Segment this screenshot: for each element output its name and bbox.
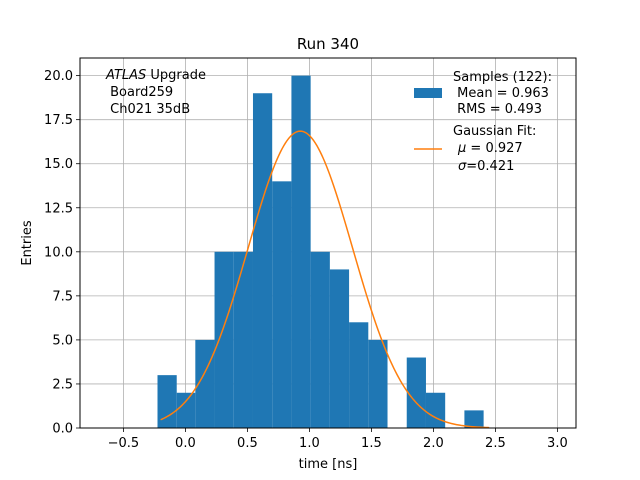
legend-samples-title: Samples (122): [453, 70, 552, 85]
histogram-bar [272, 181, 292, 428]
y-tick-label: 7.5 [52, 289, 73, 304]
legend-samples-swatch [414, 88, 442, 98]
x-tick-label: 0.0 [175, 436, 196, 451]
mu-value: = 0.927 [466, 141, 522, 156]
x-tick-label: −0.5 [108, 436, 140, 451]
y-axis-ticks: 0.0 2.5 5.0 7.5 10.0 12.5 15.0 17.5 20.0 [44, 69, 80, 437]
legend-samples-mean: Mean = 0.963 [453, 86, 549, 101]
legend-fit-title: Gaussian Fit: [453, 124, 536, 139]
histogram-bar [425, 392, 446, 428]
y-tick-label: 15.0 [44, 157, 73, 172]
y-tick-label: 17.5 [44, 113, 73, 128]
atlas-label: ATLAS [105, 68, 146, 83]
x-axis-label: time [ns] [299, 457, 358, 472]
y-axis-label: Entries [20, 220, 35, 266]
histogram-bar [214, 251, 234, 428]
histogram-bars [157, 75, 484, 428]
upgrade-label: Upgrade [146, 68, 206, 83]
x-tick-label: 1.5 [361, 436, 382, 451]
x-tick-label: 2.5 [485, 436, 506, 451]
legend-fit-mu: μ = 0.927 [457, 141, 523, 156]
chart-title: Run 340 [297, 35, 359, 53]
mu-symbol: μ [457, 141, 466, 156]
histogram-bar [233, 251, 253, 428]
y-tick-label: 5.0 [52, 333, 73, 348]
histogram-bar [406, 357, 426, 428]
legend: Samples (122): Mean = 0.963 RMS = 0.493 … [414, 70, 552, 174]
histogram-bar [464, 410, 484, 428]
x-tick-label: 3.0 [547, 436, 568, 451]
histogram-bar [329, 269, 350, 428]
x-tick-label: 0.5 [237, 436, 258, 451]
histogram-bar [176, 392, 196, 428]
histogram-bar [157, 375, 177, 428]
legend-fit-sigma: σ=0.421 [458, 159, 514, 174]
histogram-bar [252, 93, 273, 428]
annotation-line-3: Ch021 35dB [106, 102, 190, 117]
y-tick-label: 20.0 [44, 69, 73, 84]
plot-frame [79, 57, 577, 429]
legend-samples-rms: RMS = 0.493 [453, 102, 542, 117]
annotation-line-2: Board259 [106, 85, 173, 100]
y-tick-label: 2.5 [52, 377, 73, 392]
x-axis-ticks: −0.5 0.0 0.5 1.0 1.5 2.0 2.5 3.0 [108, 428, 568, 451]
x-tick-label: 1.0 [299, 436, 320, 451]
gaussian-fit-curve [160, 130, 490, 429]
sigma-symbol: σ [458, 159, 467, 174]
histogram-bar [368, 339, 388, 428]
atlas-annotation: ATLAS Upgrade Board259 Ch021 35dB [105, 68, 206, 117]
sigma-value: =0.421 [466, 159, 514, 174]
x-tick-label: 2.0 [423, 436, 444, 451]
y-tick-label: 0.0 [52, 422, 73, 437]
annotation-line-1: ATLAS Upgrade [105, 68, 206, 83]
histogram-bar [349, 322, 369, 428]
y-tick-label: 12.5 [44, 201, 73, 216]
y-tick-label: 10.0 [44, 245, 73, 260]
histogram-bar [310, 251, 330, 428]
histogram-bar [291, 75, 311, 428]
